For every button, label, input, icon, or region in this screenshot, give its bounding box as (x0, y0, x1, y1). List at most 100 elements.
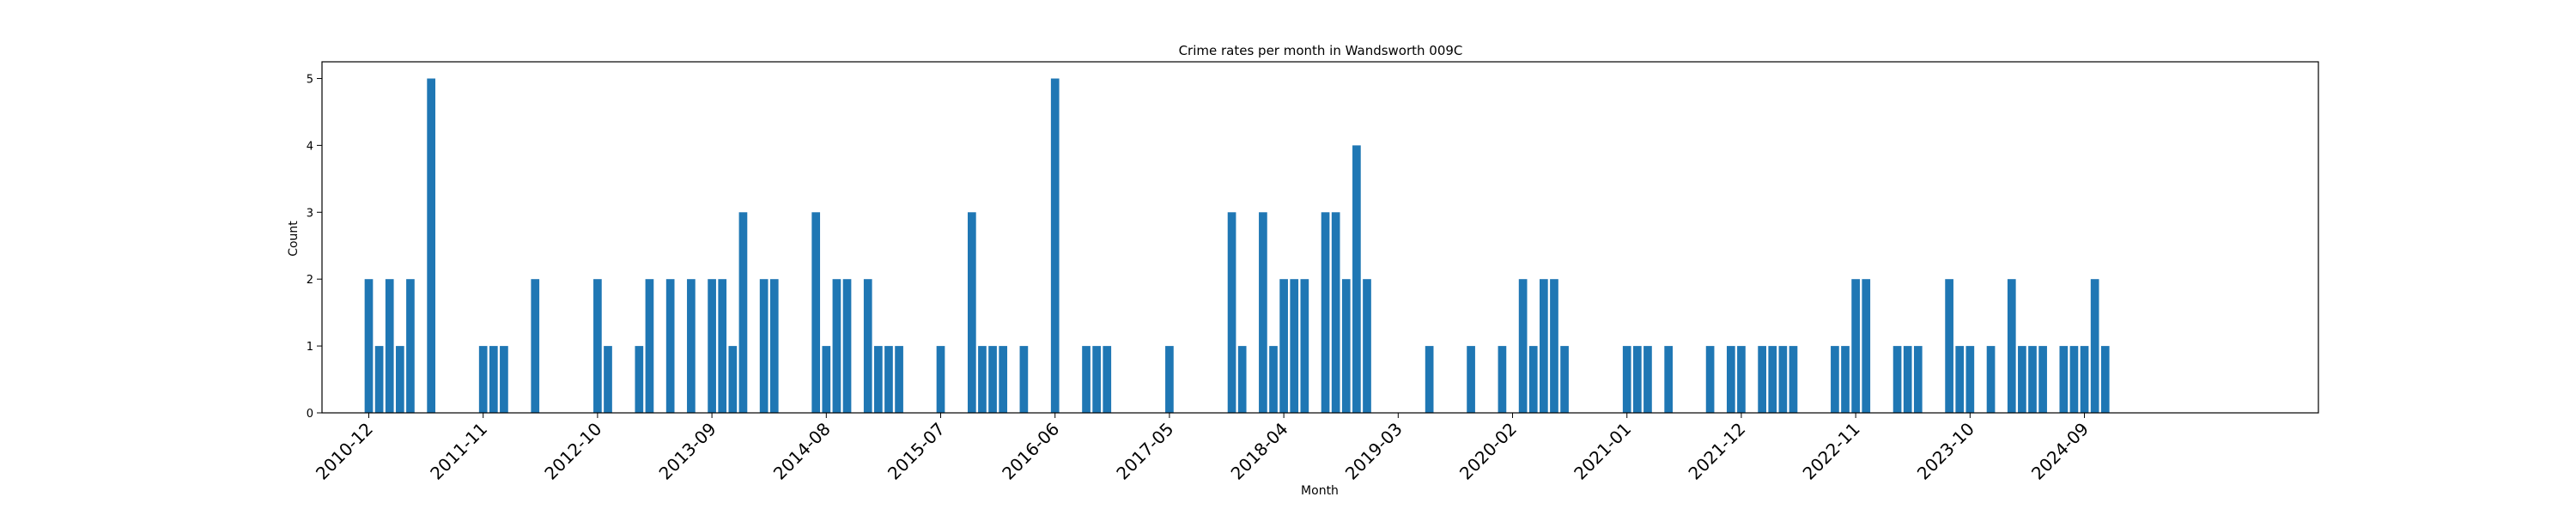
bar-2022-05 (1789, 346, 1798, 413)
x-axis-label: Month (1301, 484, 1339, 498)
bar-2024-02 (2007, 279, 2016, 413)
bar-2011-06 (427, 78, 435, 413)
bar-2013-09 (708, 279, 716, 413)
bar-2024-05 (2038, 346, 2047, 413)
y-axis-label: Count (287, 221, 301, 257)
bar-2013-10 (718, 279, 727, 413)
bar-2018-06 (1300, 279, 1309, 413)
bar-2023-05 (1913, 346, 1923, 413)
bar-2024-09 (2080, 346, 2089, 413)
y-tick-label: 0 (307, 408, 313, 421)
bar-2015-07 (936, 346, 945, 413)
bar-2018-11 (1352, 145, 1361, 413)
bar-2014-10 (842, 279, 852, 413)
bar-2015-02 (884, 346, 893, 413)
bar-2011-04 (406, 279, 415, 413)
bar-2024-10 (2090, 279, 2099, 413)
bar-2020-07 (1560, 346, 1569, 413)
bar-2024-11 (2100, 346, 2110, 413)
bar-2012-01 (500, 346, 508, 413)
bar-2014-02 (759, 279, 769, 413)
bar-2020-05 (1540, 279, 1548, 413)
bar-2015-01 (874, 346, 883, 413)
bar-2024-08 (2069, 346, 2079, 413)
bar-2016-10 (1092, 346, 1101, 413)
bar-2020-01 (1498, 346, 1507, 413)
bar-2012-04 (531, 279, 540, 413)
bar-2018-10 (1341, 279, 1351, 413)
bar-2014-08 (822, 346, 831, 413)
bar-2018-05 (1290, 279, 1299, 413)
bar-2021-02 (1632, 346, 1642, 413)
bar-2011-03 (395, 346, 404, 413)
bars-group (364, 78, 2110, 413)
x-tick-label: 2013-09 (655, 419, 720, 484)
x-tick-label: 2012-10 (540, 419, 605, 484)
bar-2024-07 (2059, 346, 2069, 413)
x-tick-label: 2010-12 (312, 419, 377, 484)
bar-2023-10 (1965, 346, 1975, 413)
bar-2017-12 (1237, 346, 1247, 413)
bar-2019-06 (1425, 346, 1434, 413)
x-tick-label: 2014-08 (769, 419, 835, 484)
y-tick-label: 5 (307, 73, 313, 86)
bar-2011-12 (489, 346, 498, 413)
bar-2013-07 (687, 279, 696, 413)
bar-2016-09 (1082, 346, 1091, 413)
bar-2018-02 (1259, 212, 1267, 413)
x-tick-label: 2022-11 (1799, 419, 1864, 484)
bar-2020-06 (1550, 279, 1558, 413)
bar-2014-12 (863, 279, 872, 413)
bar-2017-11 (1227, 212, 1236, 413)
bar-2023-09 (1955, 346, 1965, 413)
bar-2018-12 (1363, 279, 1371, 413)
bar-2021-12 (1737, 346, 1746, 413)
bar-2015-03 (895, 346, 903, 413)
bar-2015-10 (967, 212, 976, 413)
bar-2014-09 (832, 279, 841, 413)
bar-2022-11 (1851, 279, 1860, 413)
bar-2013-11 (728, 346, 738, 413)
x-tick-label: 2021-12 (1684, 419, 1749, 484)
plot-frame (321, 61, 2319, 414)
bar-2017-05 (1165, 346, 1174, 413)
bar-2022-12 (1862, 279, 1871, 413)
bar-2018-03 (1269, 346, 1278, 413)
bar-2022-09 (1831, 346, 1839, 413)
y-tick-label: 2 (307, 274, 313, 287)
x-tick-label: 2015-07 (884, 419, 949, 484)
bar-2016-06 (1050, 78, 1060, 413)
bar-2013-03 (645, 279, 654, 413)
bar-2021-05 (1664, 346, 1674, 413)
y-axis: 0 1 2 3 4 5 (307, 73, 322, 421)
chart-title: Crime rates per month in Wandsworth 009C (1179, 43, 1463, 58)
x-tick-label: 2021-01 (1570, 419, 1635, 484)
x-tick-label: 2011-11 (426, 419, 491, 484)
bar-2018-09 (1331, 212, 1340, 413)
bar-2022-10 (1841, 346, 1850, 413)
y-tick-label: 4 (307, 140, 313, 153)
bar-2021-09 (1705, 346, 1715, 413)
bar-2011-11 (478, 346, 488, 413)
bar-2015-11 (978, 346, 987, 413)
bar-2013-05 (665, 279, 675, 413)
bar-2023-04 (1903, 346, 1912, 413)
bar-2013-12 (738, 212, 748, 413)
bar-2016-01 (999, 346, 1008, 413)
bar-2021-03 (1643, 346, 1652, 413)
bar-2023-12 (1986, 346, 1996, 413)
bar-2016-03 (1019, 346, 1029, 413)
bar-2013-02 (635, 346, 644, 413)
bar-2018-04 (1279, 279, 1288, 413)
y-tick-label: 3 (307, 207, 313, 220)
x-tick-label: 2017-05 (1112, 419, 1177, 484)
x-tick-label: 2020-02 (1455, 419, 1521, 484)
x-tick-label: 2019-03 (1341, 419, 1406, 484)
bar-2018-08 (1321, 212, 1330, 413)
bar-2022-02 (1758, 346, 1766, 413)
bar-2020-03 (1518, 279, 1528, 413)
bar-2020-04 (1528, 346, 1538, 413)
bar-2015-12 (988, 346, 997, 413)
bar-2012-10 (593, 279, 602, 413)
bar-2014-07 (811, 212, 821, 413)
